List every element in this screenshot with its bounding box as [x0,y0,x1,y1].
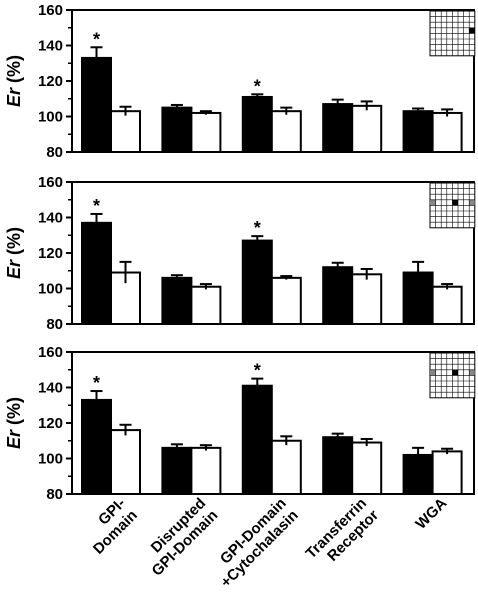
x-category-label: TransferrinReceptor [303,495,383,575]
y-axis-label-unit: (%) [4,55,24,88]
chart-panel-3: 80 100 120 140 160 Er (%) * * [4,344,476,503]
significance-marker: * [93,373,100,393]
y-tick-label: 80 [46,144,63,161]
grid-inset-icon [429,10,476,57]
y-tick-label: 160 [38,2,63,19]
y-tick-label: 140 [38,380,63,397]
x-category-labels: GPI-Domain DisruptedGPI-DomainGPI-Domain+… [78,495,451,591]
bar [161,446,193,496]
x-category-label: GPI-Domain [78,495,141,558]
bar [351,104,383,153]
x-category-label: DisruptedGPI-Domain [137,495,222,580]
bar [110,110,141,154]
x-category-label-line: WGA [412,495,450,533]
y-tick-label: 140 [38,38,63,55]
y-axis-label-italic: Er [4,87,24,107]
significance-marker: * [93,29,100,49]
bar [81,56,112,153]
bar [190,285,222,326]
bar [322,266,354,326]
bar [270,110,302,154]
y-axis-label: Er (%) [4,55,24,107]
bar [351,273,383,325]
bar [81,221,112,325]
bar [351,441,383,495]
bar [431,450,463,495]
grid-inset-icon [429,182,476,229]
bar [322,103,354,153]
bar [241,95,273,153]
inset-center-cell [452,199,458,206]
y-tick-label: 120 [38,415,63,432]
y-tick-label: 100 [38,281,63,298]
bar [431,285,463,326]
inset-center-cell [452,369,458,376]
y-tick-label: 100 [38,451,63,468]
y-tick-label: 80 [46,486,63,503]
significance-marker: * [254,76,261,96]
bar [161,276,193,326]
chart-panel-1: 80 100 120 140 160 Er (%) * * [4,2,476,161]
x-category-label: WGA [412,495,450,533]
y-axis-label-italic: Er [4,429,24,449]
y-axis-label: Er (%) [4,227,24,279]
significance-marker: * [254,361,261,381]
bar [241,384,273,496]
y-tick-label: 120 [38,245,63,262]
y-axis-label-unit: (%) [4,227,24,260]
y-tick-label: 100 [38,109,63,126]
bar [270,439,302,495]
bar [81,398,112,495]
y-axis-label-italic: Er [4,259,24,279]
y-tick-label: 160 [38,344,63,361]
y-axis-label: Er (%) [4,397,24,449]
y-axis-label-unit: (%) [4,397,24,430]
inset-gray-cell [469,369,475,376]
inset-gray-cell [469,199,475,206]
y-tick-label: 160 [38,174,63,191]
chart-panel-2: 80 100 120 140 160 Er (%) * * [4,174,476,333]
bar [110,429,141,496]
y-tick-label: 140 [38,210,63,227]
bar [190,111,222,153]
bar [270,276,302,326]
bar [241,239,273,325]
inset-gray-cell [430,199,436,206]
inset-gray-cell [430,369,436,376]
significance-marker: * [254,218,261,238]
y-tick-label: 80 [46,316,63,333]
bar [161,106,193,153]
bar [190,446,222,496]
bar [402,110,434,154]
y-tick-label: 120 [38,73,63,90]
significance-marker: * [93,196,100,216]
grid-inset-icon [429,352,476,399]
x-category-label: GPI-Domain+Cytochalasin [205,495,301,591]
bar [431,111,463,153]
bar [322,436,354,496]
inset-center-cell [469,27,475,34]
